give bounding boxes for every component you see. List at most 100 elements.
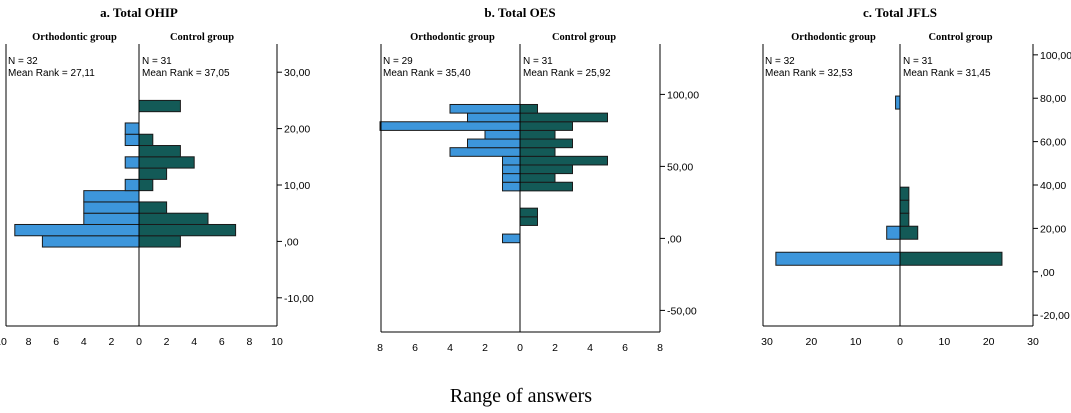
- control-bar: [519, 216, 538, 226]
- orthodontic-bar: [379, 121, 521, 131]
- count-tick-label: 0: [897, 336, 903, 348]
- count-tick-label: 20: [983, 336, 995, 348]
- count-tick-label: 2: [482, 342, 488, 354]
- orthodontic-bar: [502, 164, 521, 175]
- right-n-label: N = 31: [142, 56, 172, 67]
- control-bar: [519, 112, 608, 123]
- count-tick-label: 20: [805, 336, 817, 348]
- orthodontic-bar: [83, 201, 140, 214]
- orthodontic-bar: [502, 155, 521, 166]
- value-tick-label: 100,00: [1040, 50, 1071, 62]
- value-tick-label: 10,00: [284, 180, 310, 192]
- left-n-label: N = 32: [8, 56, 38, 67]
- orthodontic-bar: [502, 173, 521, 183]
- orthodontic-bar: [467, 112, 521, 123]
- count-tick-label: 30: [1027, 336, 1039, 348]
- orthodontic-bar: [886, 225, 901, 240]
- count-tick-label: 2: [552, 342, 558, 354]
- value-tick-label: 50,00: [667, 161, 693, 173]
- right-n-label: N = 31: [523, 56, 553, 67]
- right-mean-rank-label: Mean Rank = 25,92: [523, 68, 611, 79]
- orthodontic-bar: [502, 181, 521, 192]
- control-bar: [138, 223, 237, 237]
- count-tick-label: 6: [219, 336, 225, 348]
- control-bar: [519, 155, 608, 166]
- left-n-label: N = 29: [383, 56, 413, 67]
- control-bar: [138, 156, 195, 169]
- orthodontic-bar: [124, 178, 140, 192]
- control-bar: [519, 147, 556, 157]
- value-tick-label: 80,00: [1040, 93, 1066, 105]
- control-bar: [519, 173, 556, 183]
- control-bar: [138, 167, 168, 180]
- count-tick-label: 0: [136, 336, 142, 348]
- value-tick-label: ,00: [667, 233, 682, 245]
- value-tick-label: 20,00: [1040, 223, 1066, 235]
- right-n-label: N = 31: [903, 56, 933, 67]
- orthodontic-bar: [83, 212, 140, 225]
- chart-title: b. Total OES: [484, 5, 555, 20]
- orthodontic-bar: [449, 103, 521, 114]
- count-tick-label: 6: [412, 342, 418, 354]
- control-bar: [138, 235, 181, 248]
- control-bar: [138, 133, 154, 147]
- orthodontic-bar: [83, 190, 140, 203]
- left-n-label: N = 32: [765, 56, 795, 67]
- count-tick-label: 10: [0, 336, 7, 348]
- right-group-label: Control group: [170, 32, 234, 43]
- right-mean-rank-label: Mean Rank = 37,05: [142, 68, 230, 79]
- count-tick-label: 8: [26, 336, 32, 348]
- value-tick-label: 30,00: [284, 67, 310, 79]
- value-tick-label: ,00: [1040, 267, 1055, 279]
- left-mean-rank-label: Mean Rank = 32,53: [765, 68, 853, 79]
- control-bar: [138, 178, 154, 192]
- control-bar: [138, 99, 181, 113]
- orthodontic-bar: [775, 251, 901, 266]
- orthodontic-bar: [895, 95, 901, 110]
- left-group-label: Orthodontic group: [410, 32, 495, 43]
- control-bar: [519, 103, 538, 114]
- count-tick-label: 4: [191, 336, 197, 348]
- value-tick-label: ,00: [284, 236, 299, 248]
- control-bar: [138, 201, 168, 214]
- value-tick-label: -50,00: [667, 305, 697, 317]
- count-tick-label: 8: [657, 342, 663, 354]
- value-tick-label: 100,00: [667, 89, 699, 101]
- control-bar: [138, 212, 209, 225]
- count-tick-label: 10: [271, 336, 283, 348]
- right-mean-rank-label: Mean Rank = 31,45: [903, 68, 991, 79]
- count-tick-label: 6: [53, 336, 59, 348]
- value-tick-label: -10,00: [284, 293, 314, 305]
- orthodontic-bar: [467, 138, 521, 149]
- orthodontic-bar: [502, 233, 521, 244]
- count-tick-label: 10: [938, 336, 950, 348]
- count-tick-label: 2: [108, 336, 114, 348]
- value-tick-label: -20,00: [1040, 310, 1070, 322]
- control-bar: [519, 138, 573, 149]
- orthodontic-bar: [124, 133, 140, 147]
- control-bar: [519, 129, 556, 140]
- orthodontic-bar: [14, 223, 140, 237]
- count-tick-label: 8: [246, 336, 252, 348]
- count-tick-label: 2: [164, 336, 170, 348]
- count-tick-label: 0: [517, 342, 523, 354]
- control-bar: [519, 164, 573, 175]
- chart-panel-1: a. Total OHIP Orthodontic group Control gr…: [0, 5, 314, 348]
- count-tick-label: 10: [850, 336, 862, 348]
- control-bar: [519, 181, 573, 192]
- count-tick-label: 4: [587, 342, 593, 354]
- control-bar: [899, 225, 919, 240]
- count-tick-label: 4: [447, 342, 453, 354]
- control-bar: [519, 207, 538, 218]
- control-bar: [899, 251, 1003, 266]
- count-tick-label: 8: [377, 342, 383, 354]
- left-mean-rank-label: Mean Rank = 27,11: [8, 68, 95, 79]
- control-bar: [899, 186, 910, 201]
- orthodontic-bar: [41, 235, 140, 248]
- chart-panel-3: c. Total JFLS Orthodontic group Control gr…: [761, 5, 1071, 348]
- orthodontic-bar: [124, 122, 140, 135]
- count-tick-label: 30: [761, 336, 773, 348]
- value-tick-label: 40,00: [1040, 180, 1066, 192]
- control-bar: [899, 199, 910, 214]
